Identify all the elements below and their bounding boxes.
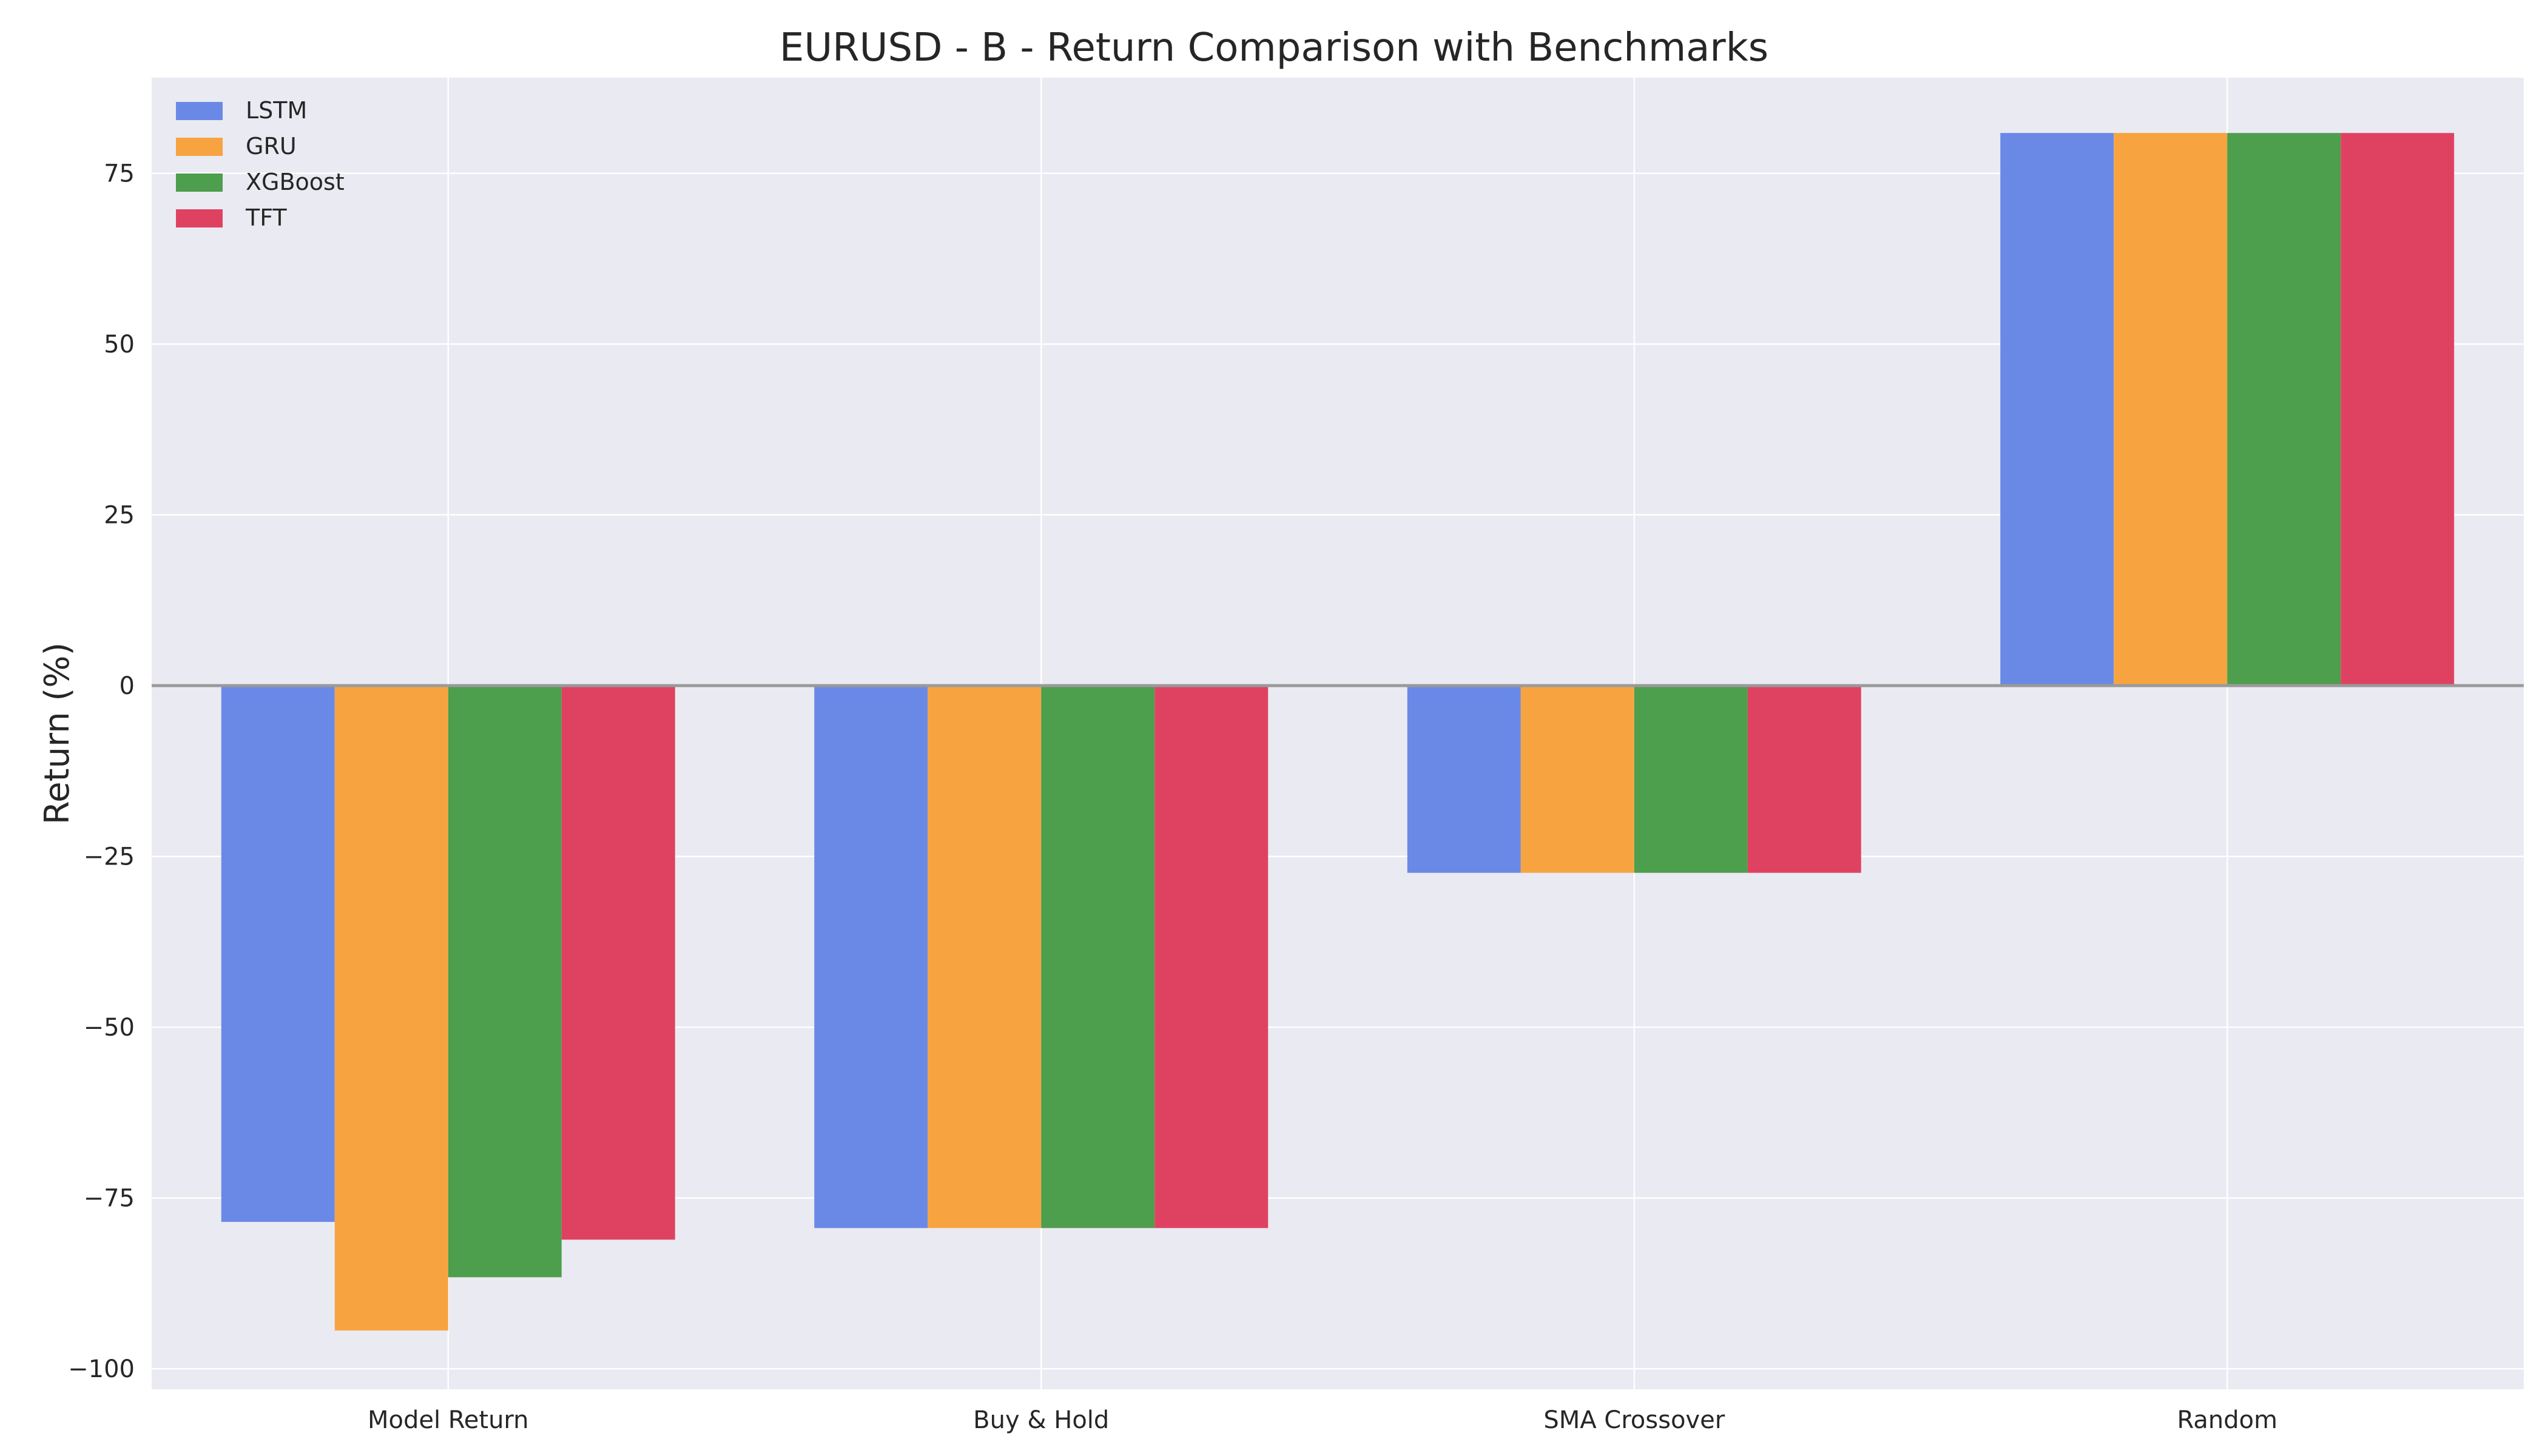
x-tick-label: Random [2177,1406,2277,1434]
y-tick-labels: −100 −75 −50 −25 0 25 50 75 [68,160,135,1384]
bar-gru-0 [334,686,448,1331]
bar-lstm-1 [814,686,928,1228]
bar-tft-0 [561,686,675,1240]
legend-label-lstm: LSTM [246,97,307,124]
bar-tft-1 [1154,686,1269,1228]
legend-label-tft: TFT [245,204,287,231]
bar-xgboost-0 [448,686,562,1278]
legend-swatch-lstm [176,102,223,120]
legend-swatch-xgboost [176,174,223,192]
x-tick-label: SMA Crossover [1543,1406,1725,1434]
legend-label-gru: GRU [246,133,297,160]
bar-xgboost-2 [1634,686,1748,873]
y-tick-label: 0 [120,672,135,700]
bar-xgboost-3 [2227,133,2341,686]
y-tick-label: 25 [104,502,135,530]
bars [221,133,2455,1331]
bar-tft-2 [1747,686,1861,873]
plot-area: −100 −75 −50 −25 0 25 50 75 Model Return Buy & Ho… [68,78,2524,1434]
legend-label-xgboost: XGBoost [246,169,345,195]
x-tick-labels: Model Return Buy & Hold SMA Crossover Rando… [368,1406,2277,1434]
y-tick-label: 75 [104,160,135,188]
bar-gru-1 [928,686,1042,1228]
y-tick-label: −50 [84,1014,135,1042]
y-axis-label: Return (%) [38,642,77,825]
x-tick-label: Buy & Hold [973,1406,1109,1434]
y-tick-label: 50 [104,331,135,359]
bar-gru-3 [2114,133,2228,686]
bar-lstm-0 [221,686,335,1222]
legend-swatch-gru [176,138,223,156]
bar-tft-3 [2341,133,2455,686]
legend-swatch-tft [176,209,223,228]
bar-xgboost-1 [1041,686,1155,1228]
bar-lstm-2 [1407,686,1521,873]
bar-lstm-3 [2000,133,2114,686]
legend: LSTM GRU XGBoost TFT [176,97,345,231]
x-tick-label: Model Return [368,1406,529,1434]
y-tick-label: −75 [84,1185,135,1213]
y-tick-label: −25 [84,843,135,871]
bar-gru-2 [1520,686,1634,873]
chart-title: EURUSD - B - Return Comparison with Benc… [780,25,1768,70]
y-tick-label: −100 [68,1355,135,1383]
